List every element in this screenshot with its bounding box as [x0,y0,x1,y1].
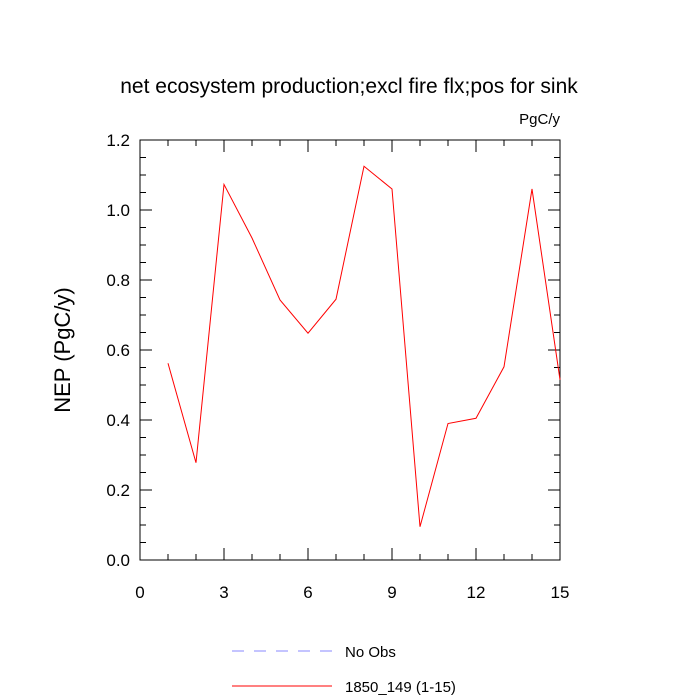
x-tick-label: 6 [303,583,312,602]
plot-frame [139,139,561,561]
x-tick-label: 9 [387,583,396,602]
x-tick-label: 3 [219,583,228,602]
series-line [167,165,561,527]
x-tick-label: 12 [467,583,486,602]
chart-title: net ecosystem production;excl fire flx;p… [120,75,578,98]
legend-label: No Obs [345,644,396,661]
y-tick-label: 0.4 [106,411,130,430]
legend: No Obs 1850_149 (1-15) [232,644,456,696]
y-tick-label: 1.2 [106,131,130,150]
x-tick-label: 0 [135,583,144,602]
y-tick-label: 0.2 [106,481,130,500]
legend-label: 1850_149 (1-15) [345,679,456,696]
data-series [167,165,561,527]
y-tick-label: 0.6 [106,341,130,360]
y-tick-label: 0.8 [106,271,130,290]
y-tick-label: 0.0 [106,551,130,570]
units-label: PgC/y [519,111,560,128]
axis-ticks [139,139,561,561]
x-tick-label: 15 [551,583,570,602]
y-axis-label: NEP (PgC/y) [50,287,75,413]
y-tick-label: 1.0 [106,201,130,220]
axis-tick-labels: 0 3 6 9 12 15 0.0 0.2 0.4 0.6 0.8 1.0 1.2 [106,131,569,602]
